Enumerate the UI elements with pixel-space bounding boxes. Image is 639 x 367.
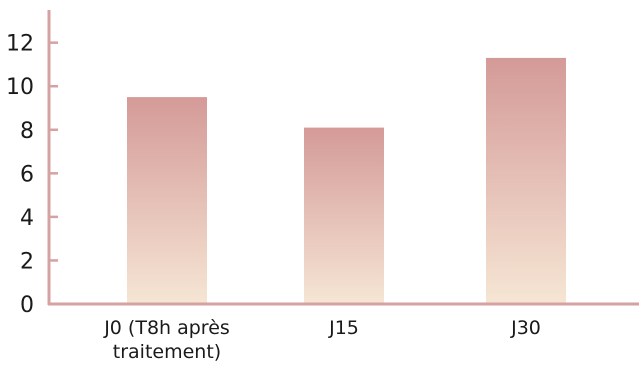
- bars-layer: [127, 57, 566, 305]
- y-tick-label: 6: [20, 162, 34, 187]
- bar-2: [304, 127, 384, 304]
- y-tick-label: 4: [20, 206, 34, 231]
- bar-1: [127, 97, 207, 304]
- y-tick-label: 0: [20, 293, 34, 318]
- category-label: J0 (T8h après traitement): [103, 317, 230, 363]
- x-tick-labels: J0 (T8h après traitement) J15 J30: [103, 317, 541, 363]
- y-tick-label: 8: [20, 119, 34, 144]
- y-tick-label: 12: [6, 32, 34, 57]
- y-tick-label: 10: [6, 75, 34, 100]
- y-tick-labels: 0 2 4 6 8 10 12: [6, 32, 34, 318]
- y-tick-label: 2: [20, 249, 34, 274]
- category-label: J15: [328, 317, 359, 339]
- axes-layer: [47, 10, 639, 306]
- bar-3: [486, 57, 566, 305]
- category-label: J30: [510, 317, 541, 339]
